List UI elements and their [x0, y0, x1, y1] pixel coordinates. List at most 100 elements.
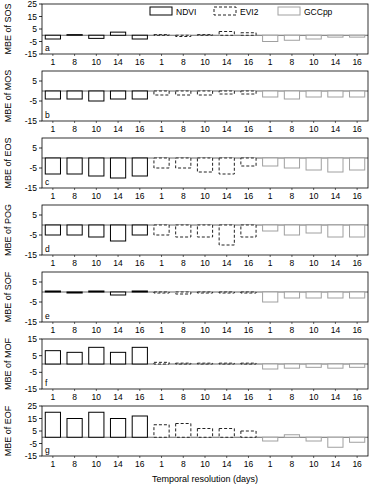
legend-label: EVI2 — [240, 7, 259, 17]
x-tick — [357, 322, 358, 324]
x-tick-label: 1 — [268, 124, 273, 134]
x-tick — [226, 456, 227, 458]
x-tick-label: 14 — [331, 392, 341, 402]
bar — [154, 425, 169, 438]
x-tick-label: 10 — [92, 258, 102, 268]
bar — [154, 362, 169, 364]
x-tick-label: 14 — [331, 325, 341, 335]
x-tick-label: 10 — [309, 191, 319, 201]
panel-label: d — [45, 244, 50, 254]
x-tick — [205, 255, 206, 257]
y-tick-label: 5 — [32, 277, 37, 287]
x-tick-label: 1 — [159, 191, 164, 201]
bar — [132, 35, 147, 39]
x-tick-label: 1 — [159, 124, 164, 134]
bar — [328, 91, 343, 97]
x-tick — [96, 456, 97, 458]
x-tick — [270, 255, 271, 257]
x-tick — [248, 54, 249, 56]
x-tick — [335, 54, 336, 56]
x-tick — [161, 188, 162, 190]
x-tick — [183, 255, 184, 257]
bar — [110, 158, 125, 178]
x-tick-label: 16 — [244, 258, 254, 268]
plot-frame — [42, 205, 368, 255]
x-tick — [205, 456, 206, 458]
x-tick-label: 16 — [135, 124, 145, 134]
bar — [132, 347, 147, 364]
y-tick-label: -5 — [29, 439, 37, 449]
x-tick — [118, 54, 119, 56]
bar — [67, 34, 82, 36]
x-tick — [335, 322, 336, 324]
x-tick — [52, 389, 53, 391]
x-tick — [291, 255, 292, 257]
y-tick-label: -5 — [29, 37, 37, 47]
bar — [176, 158, 191, 168]
x-tick-label: 1 — [50, 392, 55, 402]
x-tick-label: 14 — [222, 57, 232, 67]
x-tick — [248, 121, 249, 123]
bar — [219, 292, 234, 293]
x-tick-label: 1 — [268, 392, 273, 402]
x-tick-label: 8 — [72, 325, 77, 335]
x-tick-label: 16 — [135, 258, 145, 268]
x-tick-label: 10 — [200, 191, 210, 201]
x-tick — [183, 322, 184, 324]
bar — [241, 33, 256, 36]
x-tick-label: 16 — [135, 392, 145, 402]
x-tick — [52, 121, 53, 123]
x-tick-label: 14 — [222, 392, 232, 402]
x-tick-label: 16 — [352, 258, 362, 268]
x-tick — [226, 322, 227, 324]
y-tick — [39, 16, 42, 17]
plot-frame — [42, 406, 368, 456]
x-tick-label: 10 — [309, 124, 319, 134]
x-tick — [291, 389, 292, 391]
y-axis-label: MBE of MOS — [3, 70, 13, 123]
bar — [241, 363, 256, 365]
bar — [219, 225, 234, 245]
x-tick — [52, 255, 53, 257]
x-tick-label: 8 — [72, 459, 77, 469]
x-tick-label: 8 — [72, 57, 77, 67]
y-tick — [39, 101, 42, 102]
x-tick — [248, 389, 249, 391]
bar — [263, 158, 278, 166]
panel-label: g — [45, 445, 50, 455]
y-tick-label: 15 — [28, 334, 38, 344]
y-tick — [39, 255, 42, 256]
bar — [263, 225, 278, 231]
x-tick — [335, 389, 336, 391]
x-tick — [248, 255, 249, 257]
x-tick-label: 8 — [290, 57, 295, 67]
bar — [350, 292, 365, 298]
bar — [132, 291, 147, 292]
bar — [241, 292, 256, 293]
x-tick-label: 10 — [200, 124, 210, 134]
x-tick-label: 10 — [92, 191, 102, 201]
panel-label: a — [45, 43, 50, 53]
bar — [110, 32, 125, 35]
bars — [42, 347, 368, 369]
panel: -15-551525MBE of EOF18101416181014161810… — [3, 401, 368, 484]
x-tick-label: 16 — [135, 191, 145, 201]
x-tick-label: 10 — [200, 392, 210, 402]
bars — [42, 225, 368, 245]
x-tick-label: 1 — [268, 258, 273, 268]
x-tick-label: 10 — [92, 124, 102, 134]
bar — [328, 158, 343, 172]
x-tick — [52, 456, 53, 458]
x-tick-label: 14 — [331, 57, 341, 67]
x-tick — [74, 188, 75, 190]
y-tick-label: -5 — [29, 230, 37, 240]
x-tick — [118, 456, 119, 458]
x-tick-label: 10 — [200, 57, 210, 67]
bar — [176, 292, 191, 294]
x-tick — [248, 322, 249, 324]
x-tick — [139, 54, 140, 56]
panel-label: f — [45, 378, 48, 388]
y-tick — [39, 188, 42, 189]
x-tick-label: 8 — [72, 258, 77, 268]
bar — [306, 364, 321, 367]
